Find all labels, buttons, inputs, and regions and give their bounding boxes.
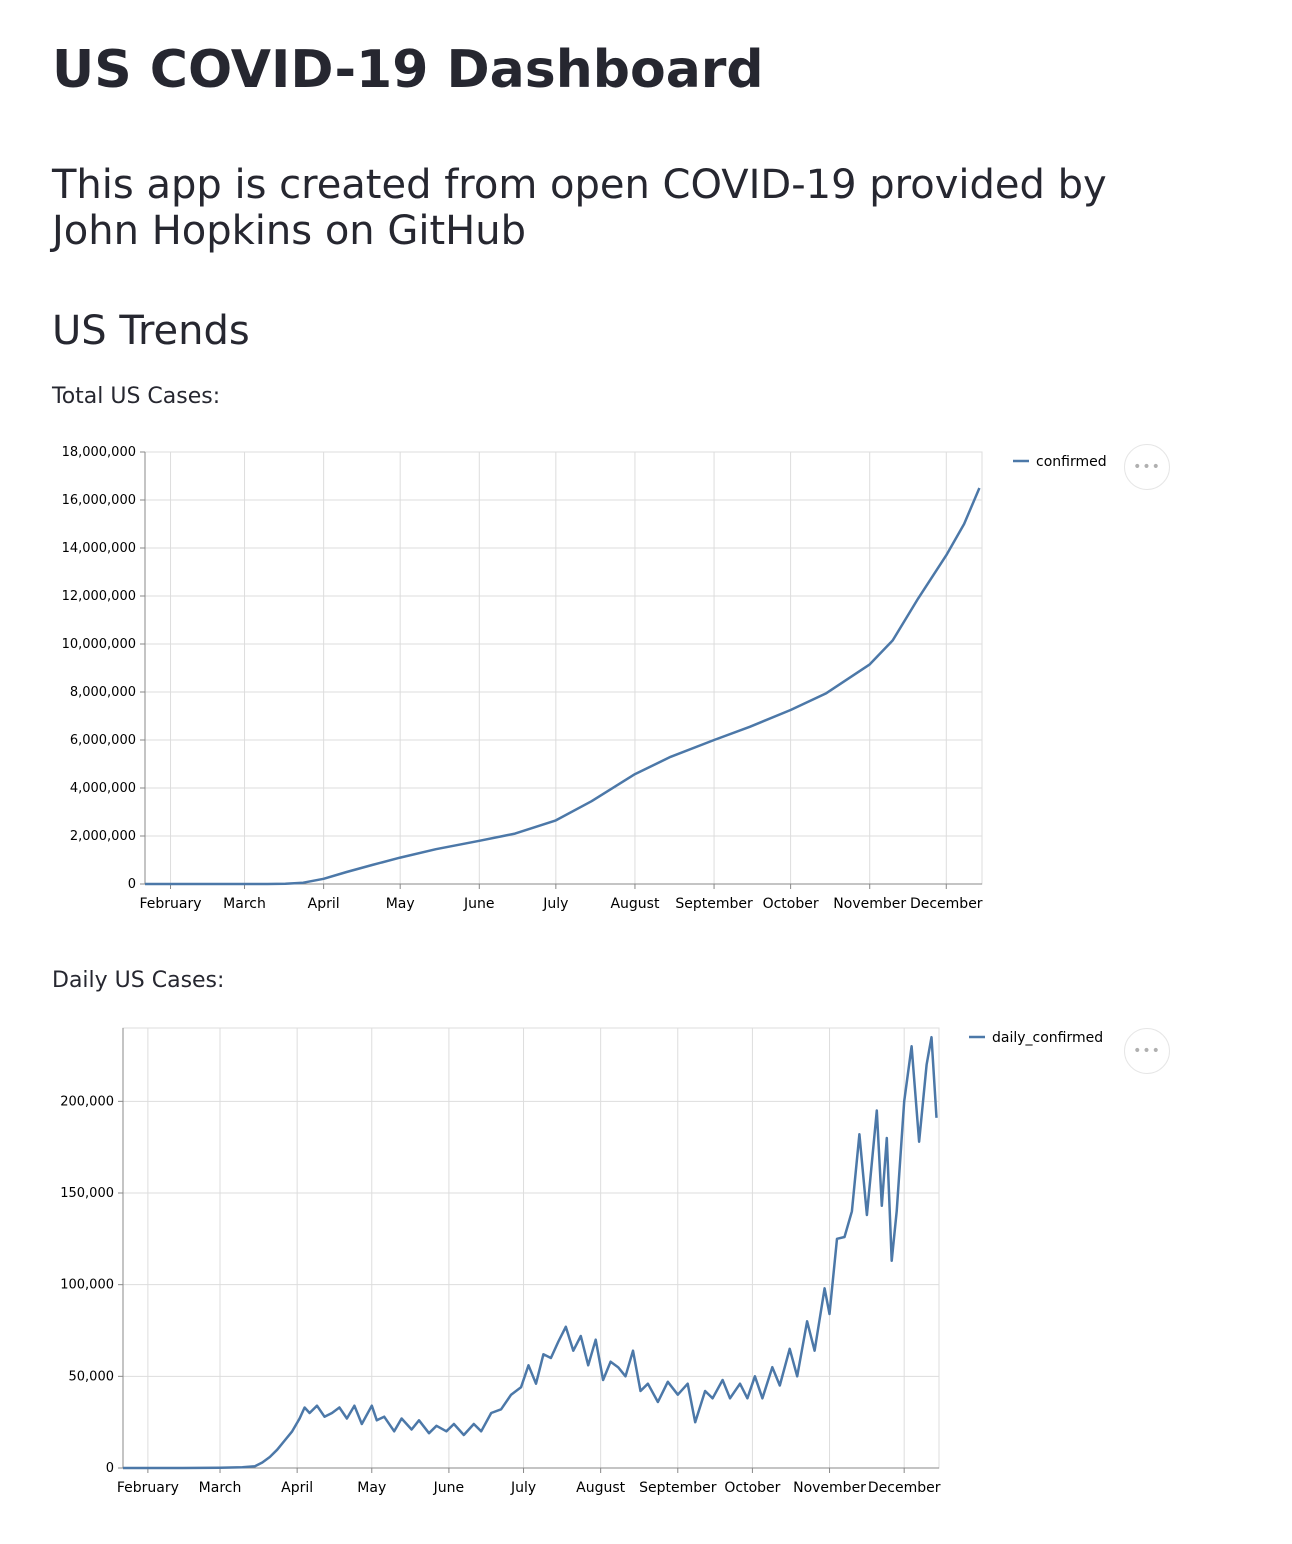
legend-label: confirmed (1036, 454, 1107, 470)
y-tick-label: 14,000,000 (62, 541, 136, 556)
y-tick-label: 100,000 (60, 1278, 114, 1293)
plot-area (144, 451, 983, 885)
x-tick-label: November (833, 896, 906, 912)
x-tick-label: September (675, 896, 753, 912)
x-tick-label: June (463, 896, 495, 912)
y-tick-label: 8,000,000 (70, 685, 136, 700)
page-subtitle: This app is created from open COVID-19 p… (52, 162, 1107, 254)
x-tick-label: October (763, 896, 819, 912)
total-cases-label: Total US Cases: (52, 384, 221, 409)
x-tick-label: November (793, 1480, 866, 1496)
y-tick-label: 200,000 (60, 1094, 114, 1109)
ellipsis-icon: ••• (1133, 459, 1161, 475)
x-tick-label: May (357, 1480, 386, 1496)
x-tick-label: September (639, 1480, 717, 1496)
y-tick-label: 12,000,000 (62, 589, 136, 604)
x-tick-label: February (117, 1480, 179, 1496)
plot-area (122, 1027, 940, 1469)
y-tick-label: 4,000,000 (70, 781, 136, 796)
daily-cases-label: Daily US Cases: (52, 968, 225, 993)
x-tick-label: July (542, 896, 568, 912)
total-cases-chart[interactable]: 0 2,000,000 4,000,000 6,000,000 8,000,000 10,… (62, 445, 1107, 912)
ellipsis-icon: ••• (1133, 1043, 1161, 1059)
daily-cases-chart[interactable]: 0 50,000 100,000 150,000 200,000 February Marc… (60, 1027, 1103, 1496)
x-tick-label: August (610, 896, 660, 912)
x-tick-label: August (576, 1480, 626, 1496)
x-tick-label: May (386, 896, 415, 912)
x-tick-label: December (868, 1480, 941, 1496)
x-tick-label: April (281, 1480, 313, 1496)
y-tick-label: 16,000,000 (62, 493, 136, 508)
section-heading: US Trends (52, 308, 250, 354)
y-tick-label: 0 (106, 1461, 114, 1476)
y-tick-label: 50,000 (69, 1369, 115, 1384)
x-tick-label: February (139, 896, 201, 912)
page-title: US COVID-19 Dashboard (52, 40, 764, 100)
x-tick-label: June (433, 1480, 465, 1496)
y-tick-label: 6,000,000 (70, 733, 136, 748)
x-tick-label: April (308, 896, 340, 912)
x-tick-label: July (510, 1480, 536, 1496)
y-tick-label: 10,000,000 (62, 637, 136, 652)
y-tick-label: 2,000,000 (70, 829, 136, 844)
x-tick-label: March (223, 896, 266, 912)
x-tick-label: October (724, 1480, 780, 1496)
y-tick-label: 0 (128, 877, 136, 892)
chart-menu-button[interactable]: ••• (1124, 444, 1170, 490)
y-tick-label: 150,000 (60, 1186, 114, 1201)
y-tick-label: 18,000,000 (62, 445, 136, 460)
x-tick-label: December (910, 896, 983, 912)
chart-menu-button[interactable]: ••• (1124, 1028, 1170, 1074)
legend-label: daily_confirmed (992, 1030, 1103, 1046)
series-line-confirmed (145, 487, 981, 886)
series-line-daily_confirmed (123, 1035, 938, 1470)
x-tick-label: March (199, 1480, 242, 1496)
